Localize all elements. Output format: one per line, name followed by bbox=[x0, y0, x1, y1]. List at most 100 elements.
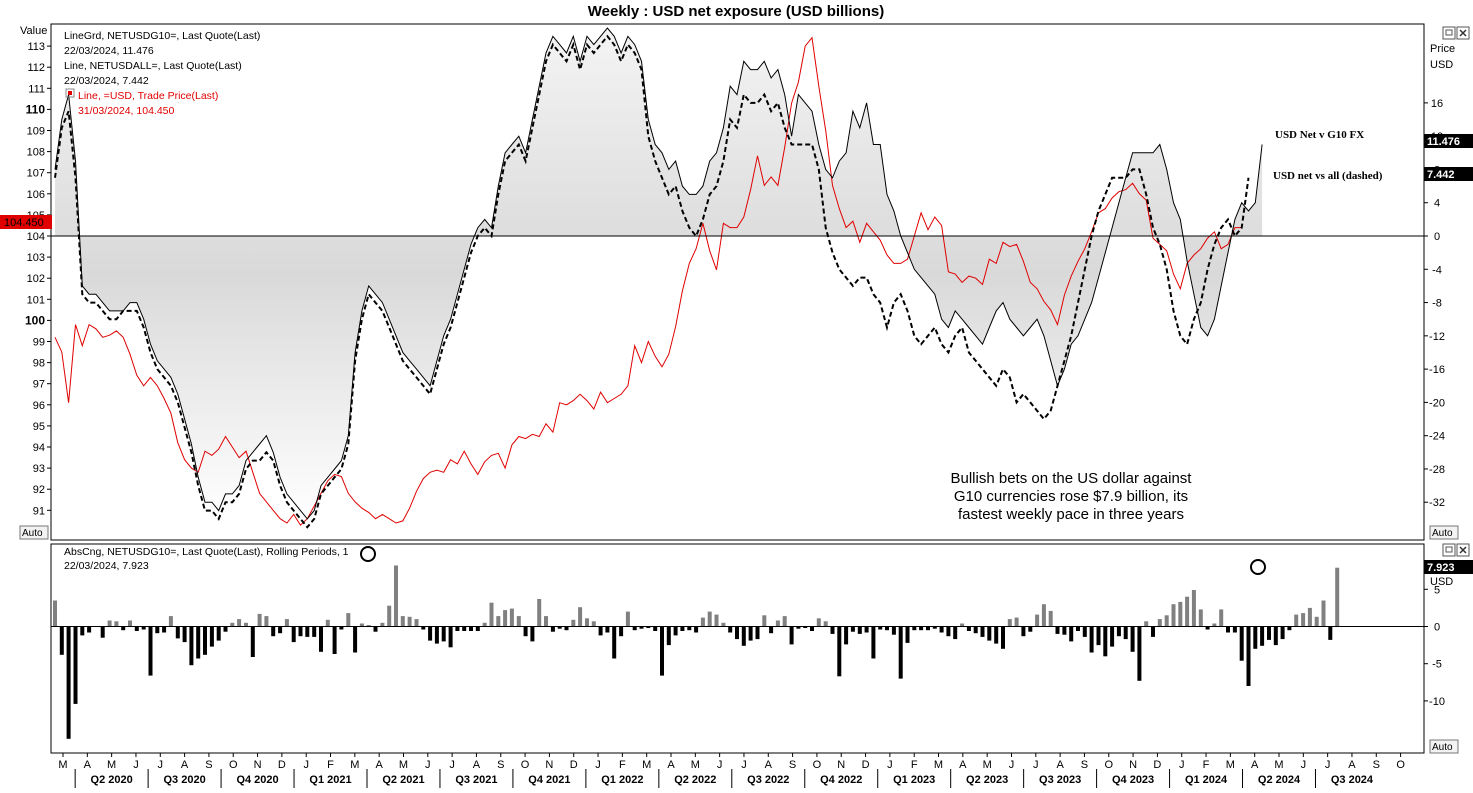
lower-maximize-icon[interactable] bbox=[1442, 543, 1456, 557]
change-bar bbox=[878, 626, 883, 630]
left-axis-header: Value bbox=[20, 25, 47, 37]
change-bar bbox=[100, 626, 105, 638]
quarter-label: Q3 2020 bbox=[163, 774, 205, 786]
change-bar bbox=[612, 626, 617, 659]
change-bar bbox=[1076, 626, 1080, 631]
change-bar bbox=[87, 626, 92, 633]
month-label: O bbox=[229, 759, 238, 771]
upper-maximize-icon[interactable] bbox=[1442, 26, 1456, 40]
change-bar bbox=[400, 616, 405, 627]
change-bar bbox=[1246, 626, 1251, 686]
change-bar bbox=[250, 626, 255, 657]
change-bar bbox=[1191, 590, 1196, 627]
change-bar bbox=[1253, 626, 1258, 649]
month-label: J bbox=[133, 759, 139, 771]
auto-button-left[interactable]: Auto bbox=[19, 525, 49, 540]
change-bar bbox=[987, 626, 992, 641]
change-bar bbox=[1055, 626, 1060, 634]
change-bar bbox=[1314, 616, 1319, 627]
left-tick-label-92: 92 bbox=[33, 484, 45, 496]
auto-button-lower[interactable]: Auto bbox=[1429, 739, 1459, 754]
change-bar bbox=[694, 626, 699, 633]
change-bar bbox=[544, 616, 548, 627]
quarter-label: Q3 2023 bbox=[1039, 774, 1081, 786]
change-bar bbox=[1287, 626, 1292, 631]
lower-tick-label--10: -10 bbox=[1429, 696, 1445, 708]
lower-close-icon[interactable] bbox=[1456, 543, 1470, 557]
change-bar bbox=[475, 626, 480, 631]
auto-button-right[interactable]: Auto bbox=[1429, 525, 1459, 540]
month-label: O bbox=[813, 759, 822, 771]
change-bar bbox=[1335, 567, 1340, 627]
change-bar bbox=[1226, 626, 1230, 633]
change-bar bbox=[1219, 609, 1224, 627]
change-bar bbox=[666, 626, 671, 646]
month-label: O bbox=[1396, 759, 1405, 771]
month-label: D bbox=[278, 759, 286, 771]
lower-legend-line1: AbsCng, NETUSDG10=, Last Quote(Last), Ro… bbox=[64, 546, 349, 558]
change-bar bbox=[271, 626, 276, 637]
month-label: N bbox=[254, 759, 262, 771]
quarter-label: Q1 2022 bbox=[601, 774, 643, 786]
all-net-dashed-line bbox=[54, 34, 1250, 529]
change-bar bbox=[980, 626, 985, 637]
change-bar bbox=[1035, 614, 1040, 627]
change-bar bbox=[366, 625, 371, 627]
badge-lower-text: 7.923 bbox=[1427, 562, 1455, 574]
change-bar bbox=[1280, 626, 1285, 640]
g10-area-fill bbox=[55, 28, 1263, 519]
right-axis-header-price: Price bbox=[1430, 43, 1455, 55]
change-bar bbox=[782, 616, 787, 627]
change-bar bbox=[926, 626, 930, 631]
change-bar bbox=[796, 626, 801, 629]
change-bar bbox=[564, 626, 569, 631]
change-bar bbox=[960, 623, 965, 627]
right-tick-label--12: -12 bbox=[1429, 331, 1445, 343]
change-bar bbox=[59, 626, 64, 655]
month-label: M bbox=[1274, 759, 1283, 771]
right-tick-label--32: -32 bbox=[1429, 497, 1445, 509]
change-bar bbox=[850, 626, 855, 632]
change-bar bbox=[1062, 626, 1067, 635]
month-label: J bbox=[887, 759, 893, 771]
change-bar bbox=[789, 626, 794, 645]
left-tick-label-102: 102 bbox=[27, 273, 45, 285]
change-bar bbox=[1232, 626, 1237, 633]
auto-button-left-label: Auto bbox=[22, 528, 43, 539]
change-bar bbox=[585, 618, 589, 627]
lower-axis: -10 -5 0 5 bbox=[1424, 584, 1445, 708]
change-bar bbox=[414, 619, 419, 627]
change-bar bbox=[319, 626, 323, 652]
change-bar bbox=[189, 626, 194, 666]
change-bar bbox=[1021, 626, 1026, 637]
change-bar bbox=[203, 626, 207, 655]
change-bar bbox=[939, 626, 944, 633]
left-tick-label-112: 112 bbox=[27, 62, 45, 74]
change-bar bbox=[182, 626, 187, 643]
change-bar bbox=[134, 626, 139, 631]
change-bar bbox=[810, 626, 814, 631]
change-bar bbox=[871, 626, 876, 659]
month-label: J bbox=[1033, 759, 1039, 771]
left-tick-label-100: 100 bbox=[25, 313, 45, 327]
left-tick-label-103: 103 bbox=[27, 252, 45, 264]
legend-all-line1: Line, NETUSDALL=, Last Quote(Last) bbox=[64, 60, 242, 72]
left-tick-label-95: 95 bbox=[33, 421, 45, 433]
left-tick-label-111: 111 bbox=[28, 83, 45, 95]
left-tick-label-98: 98 bbox=[33, 358, 45, 370]
change-bar bbox=[291, 626, 296, 643]
change-bar bbox=[346, 613, 351, 627]
right-tick-label--4: -4 bbox=[1432, 264, 1442, 276]
change-bar bbox=[762, 615, 767, 627]
change-bar bbox=[1130, 626, 1135, 652]
left-tick-label-109: 109 bbox=[27, 126, 45, 138]
change-bar bbox=[1151, 626, 1155, 637]
change-bar bbox=[735, 626, 739, 640]
month-label: N bbox=[1129, 759, 1137, 771]
month-label: F bbox=[1203, 759, 1210, 771]
change-bar bbox=[1096, 626, 1101, 646]
upper-close-icon[interactable] bbox=[1456, 26, 1470, 40]
left-tick-label-106: 106 bbox=[27, 189, 45, 201]
lower-axis-header-usd: USD bbox=[1430, 576, 1453, 588]
